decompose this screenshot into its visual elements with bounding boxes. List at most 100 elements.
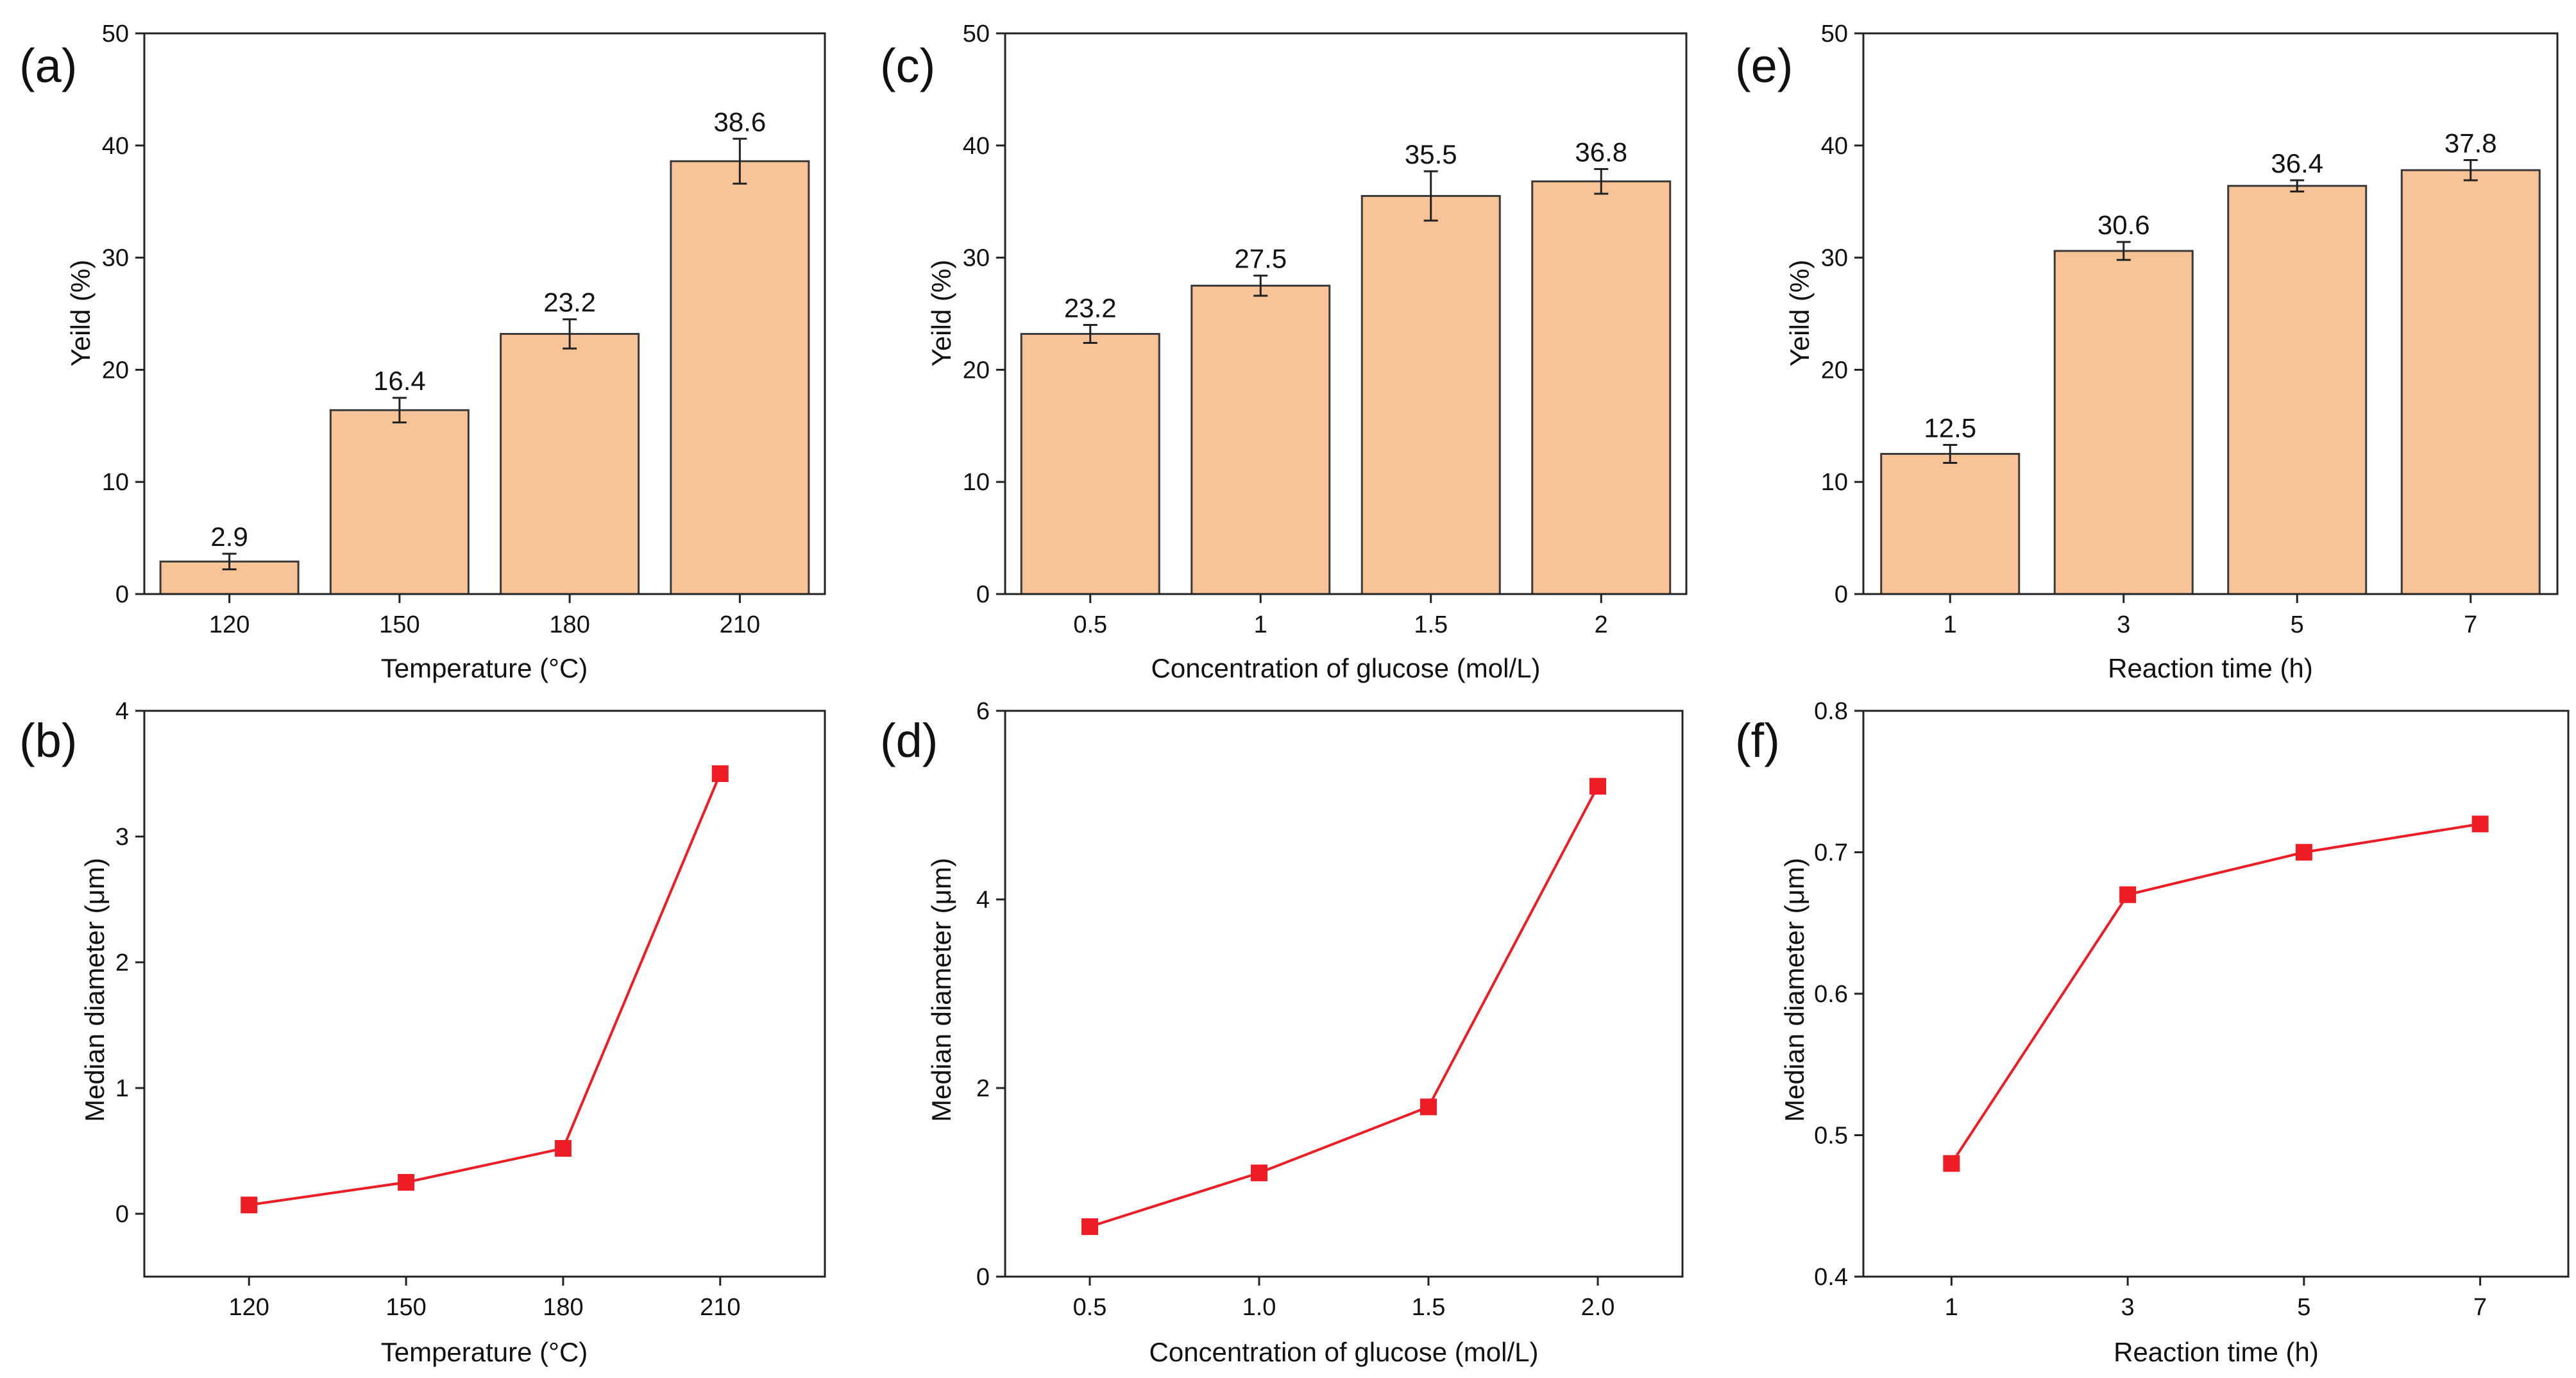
- panel-c-x-tick-label: 2: [1595, 611, 1608, 638]
- panel-d-x-tick-label: 0.5: [1073, 1294, 1107, 1321]
- panel-b-axes-frame: [143, 710, 826, 1278]
- panel-f-axes-frame: [1862, 710, 2570, 1278]
- panel-c-bar: [1191, 284, 1331, 595]
- panel-f-x-tick-label: 7: [2473, 1294, 2487, 1321]
- panel-f-y-tick-label: 0.8: [1814, 698, 1848, 725]
- panel-b-plot-area: 120 150 180 210 0 1 2 3 4: [115, 698, 826, 1321]
- panel-e-y-axis-title: Yeild (%): [1784, 260, 1815, 367]
- panel-b-line-chart: (b) 120 150 180 210 0 1 2 3 4 Temperature (°C) M…: [19, 698, 826, 1367]
- panel-f-series-line: [1950, 822, 2480, 1164]
- panel-a-x-tick-label: 150: [379, 611, 419, 638]
- panel-d-data-point: [1081, 1218, 1098, 1236]
- panel-c-data-label: 23.2: [1064, 293, 1117, 323]
- panel-f-data-point: [1943, 1155, 1960, 1172]
- panel-f-letter: (f): [1735, 714, 1780, 767]
- panel-f-data-point: [2471, 815, 2489, 833]
- panel-b-letter: (b): [19, 714, 77, 767]
- panel-f-y-axis-title: Median diameter (μm): [1779, 858, 1809, 1122]
- panel-d-x-tick-label: 1.5: [1412, 1294, 1446, 1321]
- panel-b-y-tick-label: 0: [115, 1201, 129, 1228]
- panel-c-y-tick-label: 50: [963, 21, 990, 47]
- panel-b-series-line: [248, 773, 722, 1207]
- panel-f-data-point: [2119, 886, 2137, 903]
- panel-f-y-tick-label: 0.7: [1814, 840, 1848, 867]
- panel-d-y-tick-label: 4: [976, 887, 990, 914]
- panel-c-y-tick-label: 40: [963, 133, 990, 160]
- panel-a-x-tick-label: 180: [549, 611, 589, 638]
- panel-e-data-label: 30.6: [2097, 210, 2150, 240]
- panel-a-plot-area: 2.9 120 16.4 150 23.2 180 38.6 210 0 10 20 30 40 50: [102, 21, 826, 638]
- panel-c-data-label: 36.8: [1575, 137, 1627, 167]
- panel-b-data-point: [554, 1140, 572, 1157]
- panel-e-bar-chart: (e) 12.5 1 30.6 3 36.4 5 37.8 7 0 10 20 30 40 50 Reac…: [1735, 21, 2559, 683]
- panel-a-data-label: 16.4: [373, 366, 426, 396]
- panel-e-y-tick-label: 10: [1821, 469, 1848, 496]
- panel-e-bar: [1880, 453, 2021, 595]
- panel-a-data-label: 2.9: [210, 522, 248, 552]
- panel-e-y-tick-label: 20: [1821, 357, 1848, 384]
- panel-e-x-tick-label: 3: [2117, 611, 2130, 638]
- panel-b-x-tick-label: 180: [543, 1294, 583, 1321]
- panel-d-axes-frame: [1004, 710, 1684, 1278]
- panel-e-bar: [2227, 185, 2368, 595]
- panel-c-data-label: 27.5: [1234, 244, 1287, 274]
- panel-b-x-tick-label: 210: [700, 1294, 740, 1321]
- panel-c-axes-frame: [1004, 32, 1688, 595]
- panel-c-x-tick-label: 1.5: [1414, 611, 1448, 638]
- panel-d-data-point: [1589, 778, 1606, 795]
- panel-c-x-tick-label: 1: [1254, 611, 1267, 638]
- panel-e-y-tick-label: 50: [1821, 21, 1848, 47]
- panel-f-y-tick-label: 0.6: [1814, 981, 1848, 1008]
- panel-f-data-point: [2295, 844, 2312, 861]
- panel-d-plot-area: 0.5 1.0 1.5 2.0 0 2 4 6: [976, 698, 1684, 1321]
- panel-c-y-tick-label: 0: [976, 581, 990, 608]
- panel-a-y-tick-label: 30: [102, 245, 129, 272]
- panel-e-x-tick-label: 1: [1944, 611, 1957, 638]
- panel-e-x-tick-label: 5: [2291, 611, 2304, 638]
- panel-e-data-label: 12.5: [1924, 413, 1976, 443]
- panel-a-axes-frame: [143, 32, 826, 595]
- panel-e-y-tick-label: 40: [1821, 133, 1848, 160]
- panel-c-x-tick-label: 0.5: [1073, 611, 1107, 638]
- panel-f-x-axis-title: Reaction time (h): [2114, 1337, 2319, 1367]
- panel-f-y-tick-label: 0.4: [1814, 1264, 1848, 1291]
- panel-a-y-tick-label: 10: [102, 469, 129, 496]
- panel-d-x-axis-title: Concentration of glucose (mol/L): [1149, 1337, 1539, 1367]
- panel-b-data-point: [398, 1174, 415, 1191]
- panel-d-data-point: [1420, 1098, 1437, 1116]
- panel-d-y-tick-label: 6: [976, 698, 990, 725]
- panel-c-y-axis-title: Yeild (%): [926, 260, 956, 367]
- panel-e-data-label: 36.4: [2271, 148, 2323, 178]
- panel-d-line-chart: (d) 0.5 1.0 1.5 2.0 0 2 4 6 Concentration of gl…: [880, 698, 1684, 1367]
- panel-a-x-tick-label: 120: [209, 611, 250, 638]
- panel-c-bar: [1360, 194, 1501, 595]
- panel-a-data-label: 38.6: [714, 106, 767, 137]
- panel-c-bar: [1020, 332, 1160, 595]
- panel-b-y-tick-label: 1: [115, 1075, 129, 1102]
- panel-c-data-label: 35.5: [1405, 139, 1457, 169]
- panel-f-x-tick-label: 5: [2297, 1294, 2310, 1321]
- panel-c-bar: [1531, 180, 1672, 595]
- panel-d-x-tick-label: 1.0: [1242, 1294, 1276, 1321]
- panel-d-y-axis-title: Median diameter (μm): [926, 858, 956, 1122]
- panel-c-x-axis-title: Concentration of glucose (mol/L): [1151, 653, 1541, 683]
- panel-c-y-tick-label: 10: [963, 469, 990, 496]
- panel-d-y-tick-label: 0: [976, 1264, 990, 1291]
- panel-e-y-tick-label: 0: [1835, 581, 1848, 608]
- panel-b-x-tick-label: 150: [386, 1294, 426, 1321]
- panel-d-y-tick-label: 2: [976, 1075, 990, 1102]
- panel-a-y-axis-title: Yeild (%): [65, 260, 96, 367]
- panel-b-x-tick-label: 120: [229, 1294, 269, 1321]
- panel-b-y-tick-label: 2: [115, 949, 129, 976]
- panel-e-bar: [2400, 169, 2541, 595]
- panel-b-y-axis-title: Median diameter (μm): [80, 858, 110, 1122]
- panel-e-plot-area: 12.5 1 30.6 3 36.4 5 37.8 7 0 10 20 30 40 50: [1821, 21, 2559, 638]
- panel-a-bar: [670, 160, 810, 595]
- panel-e-axes-frame: [1862, 32, 2559, 595]
- panel-a-y-tick-label: 40: [102, 133, 129, 160]
- panel-f-x-tick-label: 1: [1945, 1294, 1958, 1321]
- panel-a-bar-chart: (a) 2.9 120 16.4 150 23.2 180 38.6 210 0 10 20 30 40…: [19, 21, 826, 683]
- panel-e-bar: [2053, 250, 2194, 595]
